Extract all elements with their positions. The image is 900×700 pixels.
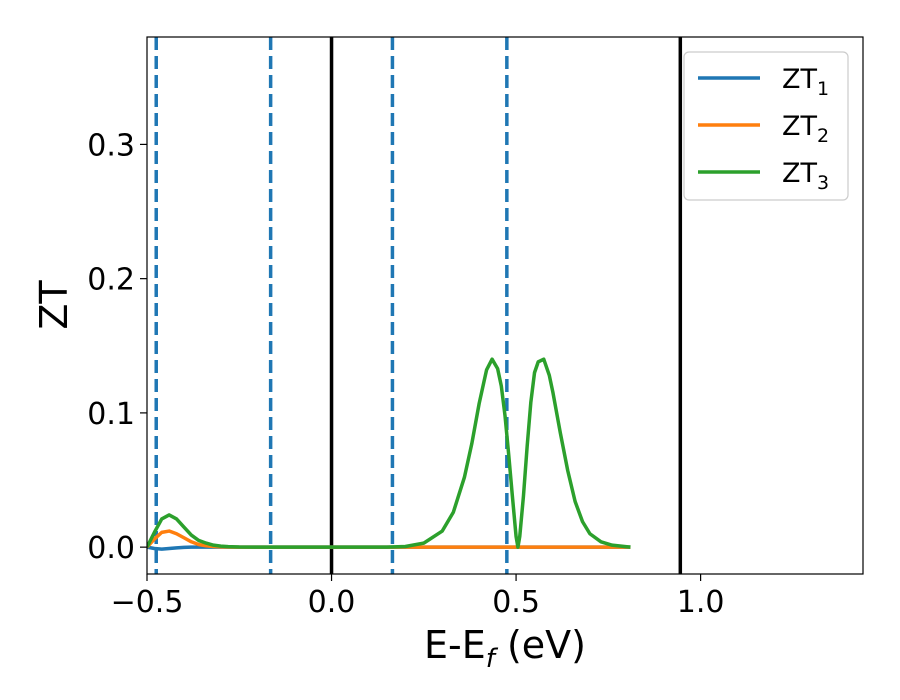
x-tick-label: 0.5 [492,585,540,620]
x-axis-label-unit: (eV) [495,623,586,667]
y-tick-label: 0.3 [87,128,135,163]
legend: ZT1 ZT2 ZT3 [683,51,849,201]
legend-box [683,51,849,201]
reference-lines [154,37,683,574]
y-tick-label: 0.0 [87,531,135,566]
x-tick-label: 1.0 [677,585,725,620]
legend-entry-zt3: ZT3 [698,158,829,194]
x-axis-label: E-Ef (eV) [424,623,586,674]
legend-label: ZT3 [782,158,829,194]
x-tick-label: −0.5 [111,585,184,620]
y-tick-label: 0.1 [87,397,135,432]
legend-label: ZT1 [782,64,829,100]
x-tick-label: 0.0 [308,585,356,620]
y-axis-label: ZT [32,280,76,330]
legend-entry-zt1: ZT1 [698,64,829,100]
ticks-layer: −0.5 0.0 0.5 1.0 0.0 0.1 0.2 0.3 [87,128,724,620]
legend-entry-zt2: ZT2 [698,111,829,147]
plot-frame [146,36,864,575]
legend-label: ZT2 [782,111,829,147]
y-tick-label: 0.2 [87,263,135,298]
x-axis-label-main: E-E [424,623,486,667]
series-layer [147,357,631,551]
series-line-zt3 [147,357,631,549]
